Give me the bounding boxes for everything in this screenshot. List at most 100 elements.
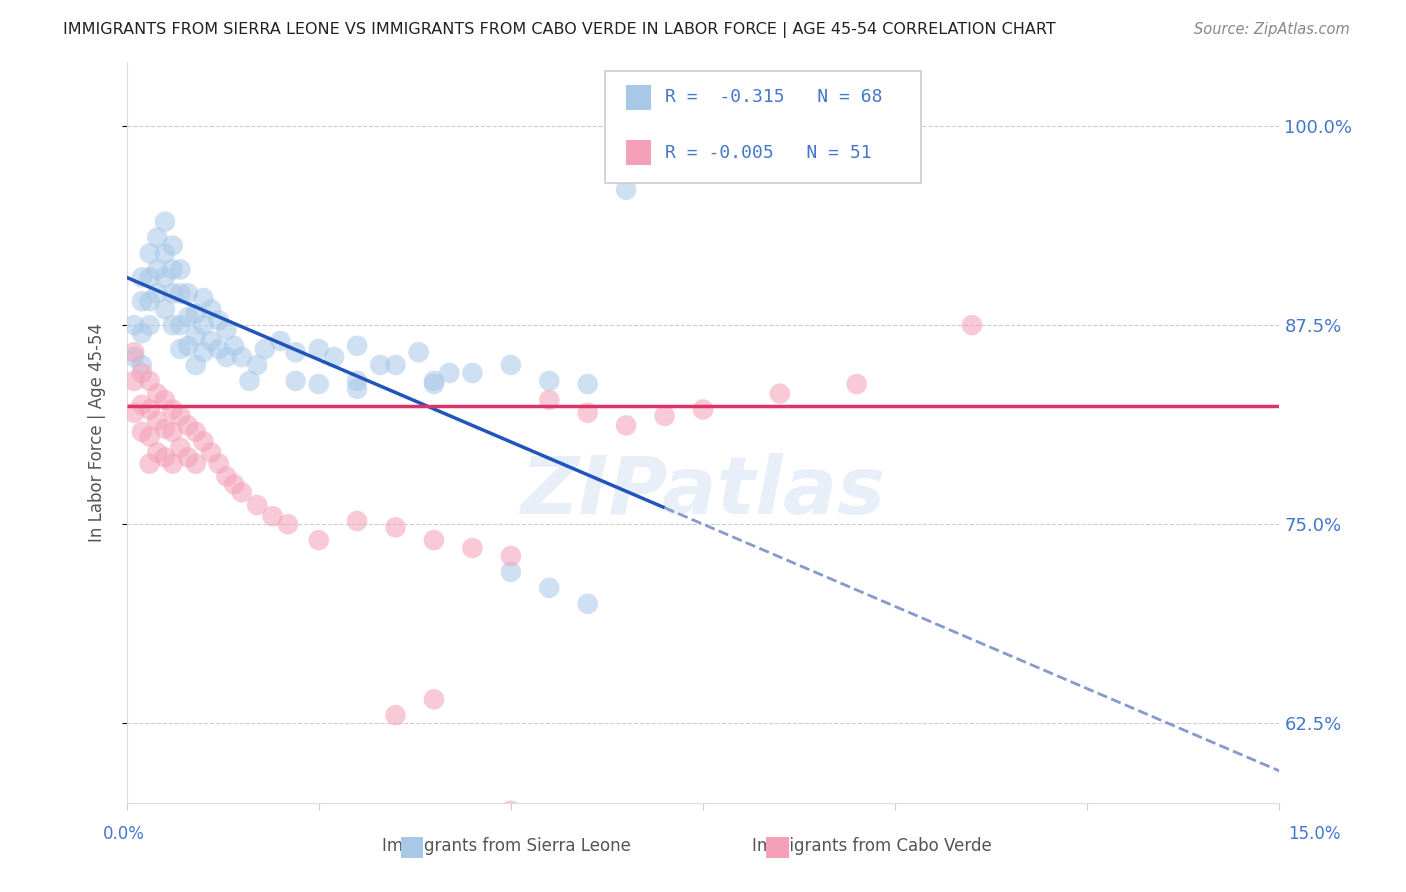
Point xyxy=(215,350,238,364)
Point xyxy=(146,230,169,244)
Point xyxy=(499,804,522,818)
Point xyxy=(384,520,406,534)
Point xyxy=(153,214,176,228)
Point xyxy=(162,286,184,301)
Point xyxy=(162,318,184,333)
Point xyxy=(308,377,330,392)
Point xyxy=(184,425,207,439)
Point xyxy=(200,445,222,459)
Point xyxy=(231,350,253,364)
Point xyxy=(153,270,176,285)
Point xyxy=(138,457,160,471)
Point xyxy=(131,425,153,439)
Point xyxy=(614,418,637,433)
Point xyxy=(177,286,200,301)
Point xyxy=(153,246,176,260)
Point xyxy=(122,374,145,388)
Point xyxy=(146,286,169,301)
Point xyxy=(153,422,176,436)
Point xyxy=(960,318,983,333)
Point xyxy=(692,402,714,417)
Point xyxy=(368,358,391,372)
Point xyxy=(284,345,307,359)
Point xyxy=(146,386,169,401)
Point xyxy=(169,318,191,333)
Point xyxy=(538,581,561,595)
Point xyxy=(184,457,207,471)
Point xyxy=(423,374,446,388)
Point xyxy=(576,406,599,420)
Text: 0.0%: 0.0% xyxy=(103,825,145,843)
Point xyxy=(269,334,291,348)
Point xyxy=(246,358,269,372)
Point xyxy=(208,342,231,356)
Point xyxy=(423,692,446,706)
Point xyxy=(131,326,153,340)
Point xyxy=(200,334,222,348)
Point xyxy=(538,392,561,407)
Point xyxy=(262,509,284,524)
Point xyxy=(162,238,184,252)
Point xyxy=(122,406,145,420)
Y-axis label: In Labor Force | Age 45-54: In Labor Force | Age 45-54 xyxy=(87,323,105,542)
Point xyxy=(138,294,160,309)
Point xyxy=(122,350,145,364)
Point xyxy=(122,345,145,359)
Point xyxy=(131,398,153,412)
Text: R =  -0.315   N = 68: R = -0.315 N = 68 xyxy=(665,88,883,106)
Point xyxy=(238,374,260,388)
Point xyxy=(131,270,153,285)
Point xyxy=(169,342,191,356)
Point xyxy=(177,418,200,433)
Point xyxy=(162,425,184,439)
Point xyxy=(193,434,215,449)
Point xyxy=(246,498,269,512)
Point xyxy=(284,374,307,388)
Text: Immigrants from Sierra Leone: Immigrants from Sierra Leone xyxy=(381,837,631,855)
Point xyxy=(193,318,215,333)
Point xyxy=(308,342,330,356)
Point xyxy=(193,345,215,359)
Point xyxy=(408,345,430,359)
Point xyxy=(845,377,868,392)
Point xyxy=(231,485,253,500)
Text: Source: ZipAtlas.com: Source: ZipAtlas.com xyxy=(1194,22,1350,37)
Point xyxy=(614,183,637,197)
Point xyxy=(499,549,522,563)
Point xyxy=(169,409,191,423)
Point xyxy=(169,441,191,455)
Point xyxy=(184,358,207,372)
Point xyxy=(122,318,145,333)
Point xyxy=(576,377,599,392)
Point xyxy=(384,708,406,723)
Point xyxy=(346,339,368,353)
Point xyxy=(253,342,276,356)
Point xyxy=(346,514,368,528)
Point xyxy=(177,310,200,325)
Point xyxy=(162,402,184,417)
Point xyxy=(576,597,599,611)
Text: R = -0.005   N = 51: R = -0.005 N = 51 xyxy=(665,144,872,161)
Point xyxy=(184,329,207,343)
Point xyxy=(138,402,160,417)
Point xyxy=(200,302,222,317)
Point xyxy=(215,323,238,337)
Point xyxy=(208,457,231,471)
Point xyxy=(461,541,484,555)
Point xyxy=(538,374,561,388)
Point xyxy=(138,374,160,388)
Point xyxy=(138,270,160,285)
Point xyxy=(138,318,160,333)
Point xyxy=(654,409,676,423)
Point xyxy=(461,366,484,380)
Point xyxy=(177,450,200,465)
Point xyxy=(423,377,446,392)
Point xyxy=(346,374,368,388)
Point xyxy=(146,262,169,277)
Point xyxy=(346,382,368,396)
Text: ZIPatlas: ZIPatlas xyxy=(520,453,886,531)
Point xyxy=(131,366,153,380)
Point xyxy=(384,358,406,372)
Point xyxy=(138,429,160,443)
Point xyxy=(423,533,446,547)
